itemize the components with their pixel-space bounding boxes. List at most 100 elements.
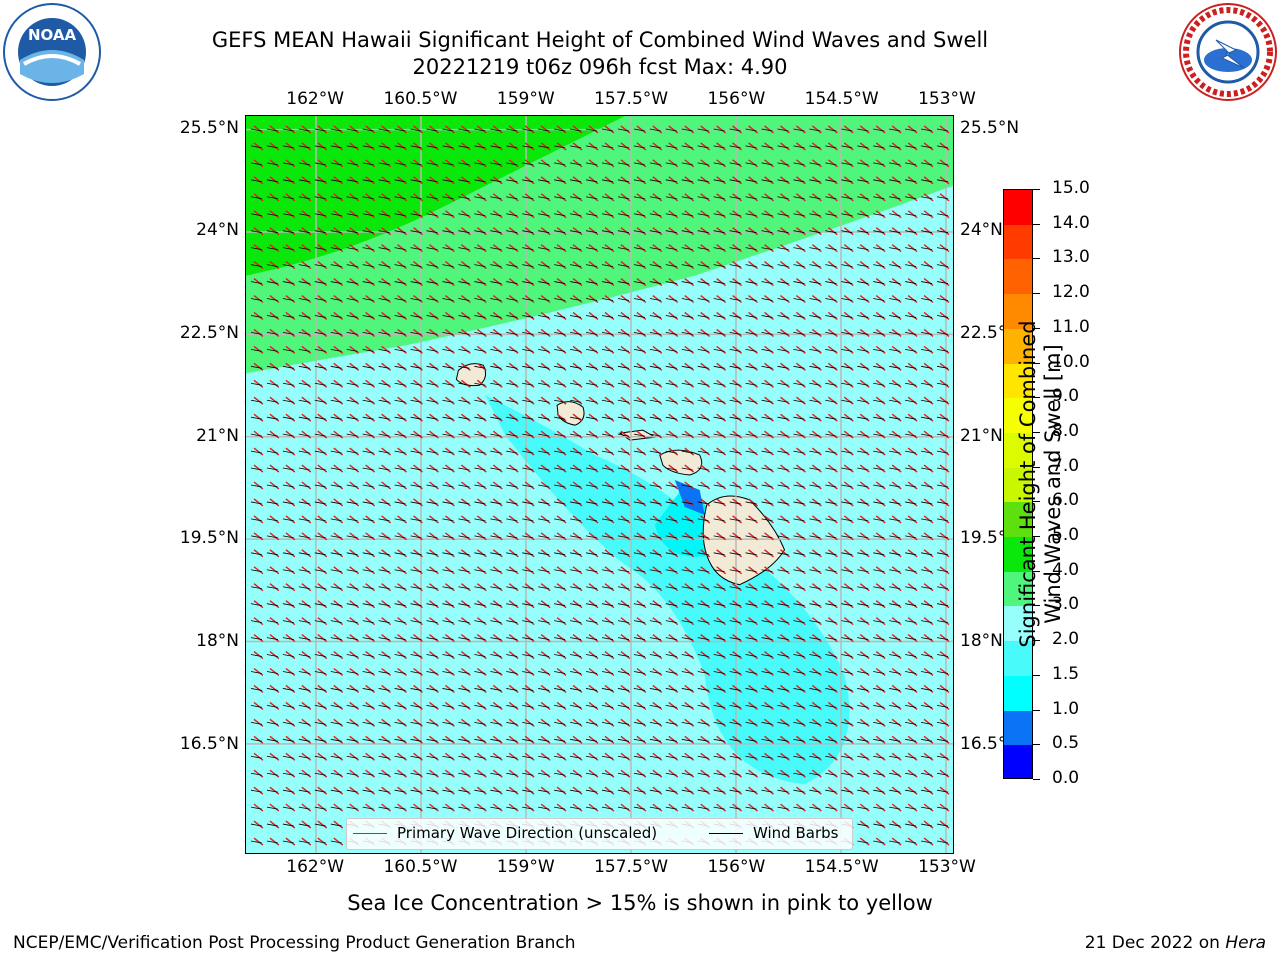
wind-barb xyxy=(266,789,278,793)
wind-barb xyxy=(825,196,837,200)
wave-arrow xyxy=(349,634,360,643)
wave-arrow xyxy=(365,752,376,761)
wind-barb xyxy=(346,806,358,810)
wind-barb xyxy=(697,620,709,624)
wind-barb xyxy=(633,230,645,234)
wind-barb xyxy=(490,433,502,437)
wave-arrow xyxy=(588,244,599,253)
wind-barb xyxy=(410,128,422,132)
wind-barb xyxy=(266,705,278,708)
wind-barb xyxy=(777,399,789,403)
wave-arrow xyxy=(381,278,392,287)
wind-barb xyxy=(458,128,470,132)
wind-barb xyxy=(761,162,773,166)
wind-barb xyxy=(809,348,821,352)
wave-arrow xyxy=(748,413,758,422)
wind-barb xyxy=(346,315,358,318)
wave-arrow xyxy=(780,600,790,609)
wind-barb xyxy=(665,298,677,301)
wind-barb xyxy=(585,501,598,505)
wind-barb xyxy=(905,145,917,149)
wave-arrow xyxy=(285,481,296,490)
wind-barb xyxy=(905,620,917,624)
wave-arrow xyxy=(397,430,407,439)
wave-arrow xyxy=(907,803,918,812)
wave-arrow xyxy=(827,328,838,337)
wind-barb xyxy=(649,315,661,318)
wave-arrow xyxy=(253,227,264,236)
wave-arrow xyxy=(811,634,822,643)
wave-arrow xyxy=(349,532,360,541)
wind-barb xyxy=(793,484,805,488)
wind-barb xyxy=(825,145,837,149)
wind-barb xyxy=(330,620,342,624)
wind-barb xyxy=(554,603,566,607)
wind-barb xyxy=(570,552,582,556)
wind-barb xyxy=(538,433,550,437)
wind-barb xyxy=(713,416,725,420)
wind-barb xyxy=(936,145,949,149)
wave-arrow xyxy=(381,261,392,270)
wind-barb xyxy=(825,162,837,166)
wave-arrow xyxy=(508,176,519,185)
wave-arrow xyxy=(668,159,679,168)
wave-arrow xyxy=(859,142,870,151)
wave-arrow xyxy=(684,125,695,134)
wind-barb xyxy=(761,450,773,454)
wind-barb xyxy=(538,365,550,369)
wave-arrow xyxy=(748,244,758,253)
wind-barb xyxy=(346,637,358,640)
wave-arrow xyxy=(285,430,296,439)
wind-barb xyxy=(841,569,853,573)
wind-barb xyxy=(474,145,486,149)
wind-barb xyxy=(410,230,422,234)
wind-barb xyxy=(889,230,901,234)
wave-arrow xyxy=(700,430,711,439)
wave-arrow xyxy=(716,447,727,456)
wave-arrow xyxy=(445,159,455,168)
wave-arrow xyxy=(652,752,663,761)
wind-barb xyxy=(585,671,598,674)
wind-barb xyxy=(649,721,661,725)
wind-barb xyxy=(936,365,949,369)
wind-barb xyxy=(649,772,661,776)
wave-arrow xyxy=(524,549,535,558)
wind-barb xyxy=(857,721,869,725)
wave-arrow xyxy=(445,650,455,660)
wave-arrow xyxy=(413,261,423,270)
wind-barb xyxy=(936,501,949,505)
wind-barb xyxy=(330,569,342,573)
wind-barb xyxy=(697,586,709,590)
wave-arrow xyxy=(652,718,663,727)
wave-arrow xyxy=(476,261,487,270)
wave-arrow xyxy=(668,125,679,134)
wind-barb xyxy=(314,298,326,301)
wind-barb xyxy=(266,569,278,573)
wave-arrow xyxy=(636,261,647,270)
wave-arrow xyxy=(843,769,854,778)
wind-barb xyxy=(282,772,294,776)
wave-arrow xyxy=(253,345,264,354)
wave-arrow xyxy=(540,532,551,541)
wave-arrow xyxy=(827,515,838,524)
wave-arrow xyxy=(604,464,615,473)
wind-barb xyxy=(745,281,757,284)
wind-barb xyxy=(394,654,406,657)
wave-arrow xyxy=(684,718,695,727)
wave-arrow xyxy=(301,261,312,270)
wave-arrow xyxy=(939,278,950,287)
wave-arrow xyxy=(668,617,679,626)
wave-arrow xyxy=(780,498,790,507)
wind-barb xyxy=(362,179,374,183)
wind-barb xyxy=(729,298,741,301)
wave-arrow xyxy=(317,481,328,490)
wave-arrow xyxy=(780,311,790,320)
wind-barb xyxy=(442,705,454,708)
wave-arrow xyxy=(365,125,376,134)
wind-barb xyxy=(857,603,869,607)
wave-arrow xyxy=(333,667,344,677)
wind-barb xyxy=(298,552,310,556)
wave-arrow xyxy=(556,328,567,337)
wind-barb xyxy=(426,535,438,539)
wave-arrow xyxy=(923,718,934,727)
